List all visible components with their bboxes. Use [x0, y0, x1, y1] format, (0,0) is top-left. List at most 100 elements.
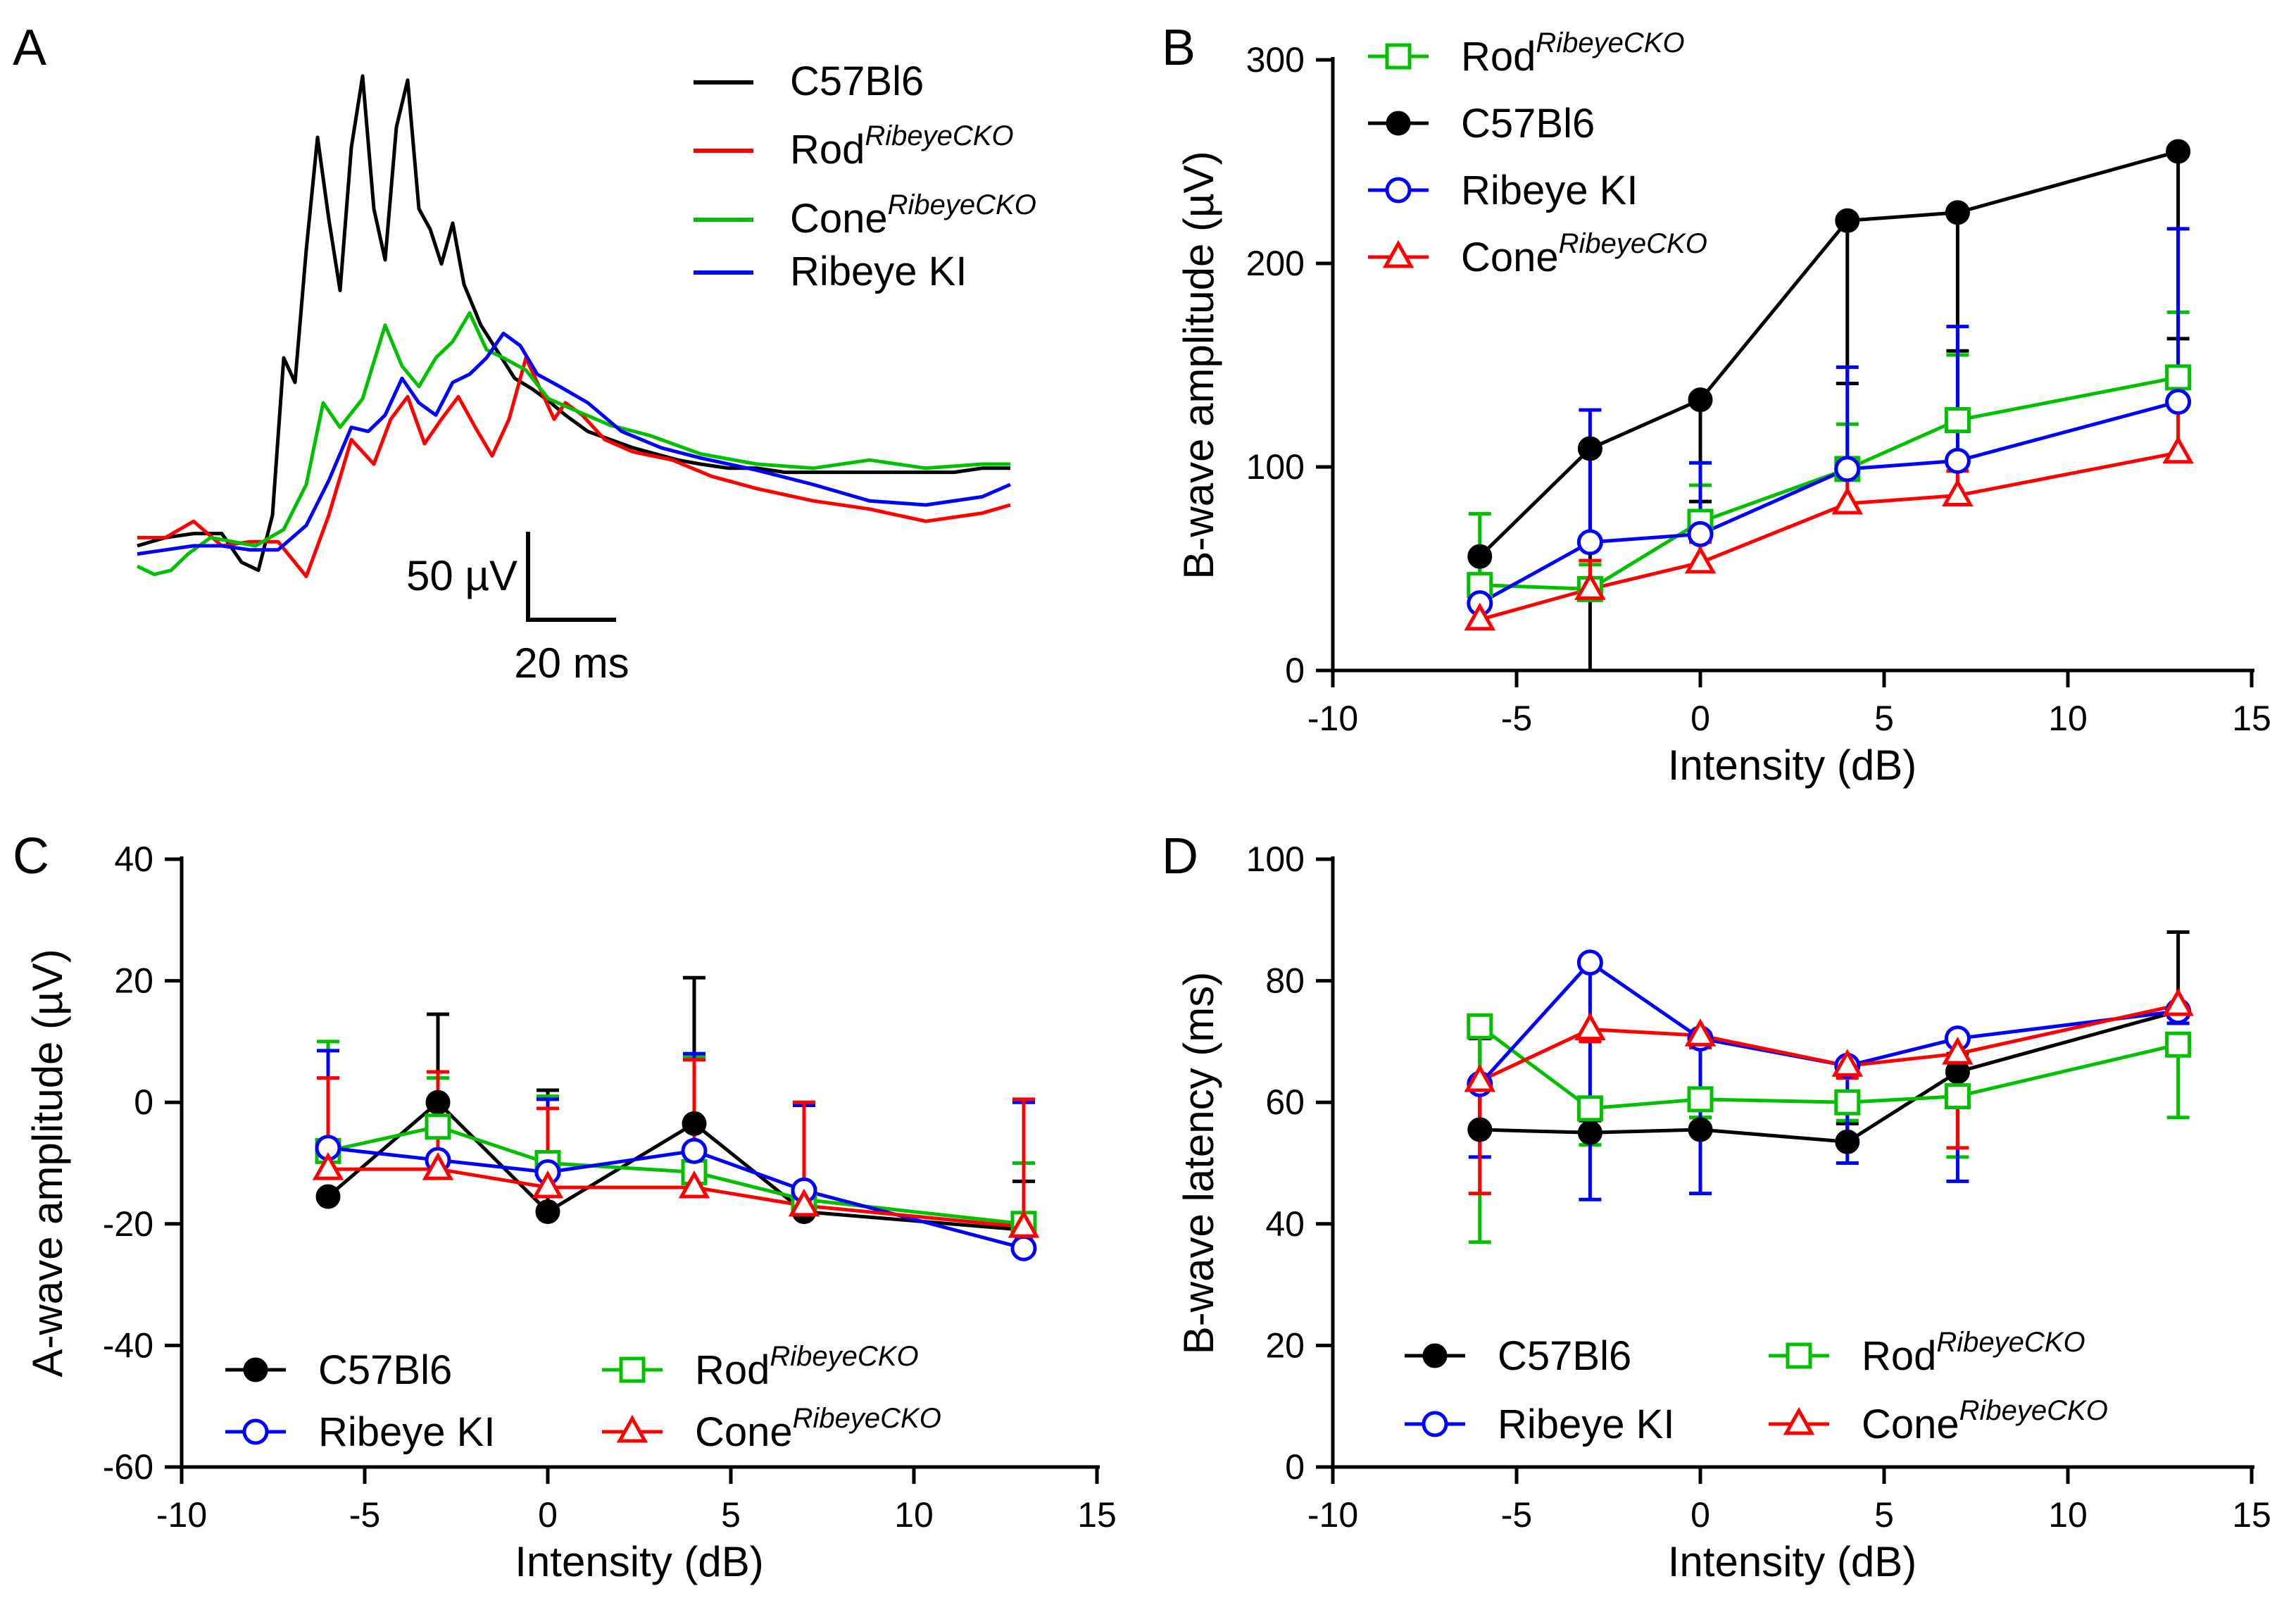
legend-label-rod: RodRibeyeCKO: [790, 120, 1014, 173]
legend-label-cone: ConeRibeyeCKO: [695, 1403, 941, 1455]
series-line-c57bl6: [1479, 1009, 2179, 1144]
data-point-c57bl6: [2166, 139, 2191, 164]
y-tick-label: 0: [1285, 1447, 1305, 1487]
series-line-c57bl6: [1479, 149, 2179, 558]
legend-label-ribeyeki: Ribeye KI: [1498, 1401, 1674, 1447]
legend-label-cone: ConeRibeyeCKO: [790, 189, 1036, 242]
data-point-ribeyeki: [1687, 520, 1714, 547]
trace-ribeye-ki: [137, 331, 1011, 556]
y-tick-label: 60: [1265, 1082, 1305, 1122]
data-point-cone: [678, 1170, 710, 1199]
data-point-cone: [1574, 572, 1606, 600]
data-point-ribeyeki: [681, 1137, 708, 1164]
data-point-c57bl6: [315, 1184, 341, 1209]
panel-a-scale-bar: 50 µV 20 ms: [406, 532, 629, 687]
legend-label-cone: ConeRibeyeCKO: [1461, 228, 1707, 280]
x-tick-label: -5: [1501, 1495, 1532, 1535]
legend-marker-cone: [1783, 1406, 1815, 1435]
data-point-cone: [1464, 602, 1496, 631]
x-axis-title: Intensity (dB): [1668, 1538, 1917, 1585]
y-axis-title: B-wave latency (ms): [1175, 972, 1222, 1354]
panel-a-legend: C57Bl6 RodRibeyeCKO ConeRibeyeCKO Ribeye KI: [694, 58, 1036, 294]
legend-label-ribeyeki: Ribeye KI: [1461, 168, 1638, 213]
y-tick-label: 40: [114, 839, 153, 879]
scale-bar-x-label: 20 ms: [514, 639, 629, 687]
legend-marker-ribeyeki: [242, 1418, 269, 1445]
data-point-cone: [1831, 486, 1864, 515]
x-tick-label: 10: [2048, 1495, 2088, 1535]
data-point-cone: [1684, 545, 1717, 574]
data-point-cone: [1684, 1018, 1717, 1047]
trace-c57bl6: [137, 74, 1010, 573]
series-line-ribeyeki: [1479, 400, 2179, 605]
legend-marker-cone: [1382, 239, 1414, 268]
legend-label-cone: ConeRibeyeCKO: [1862, 1395, 2108, 1447]
data-point-rod: [1944, 1083, 1971, 1110]
data-point-cone: [2162, 435, 2194, 464]
x-tick-label: -5: [1501, 699, 1532, 738]
data-point-cone: [1008, 1210, 1040, 1238]
panel-a-traces: [136, 74, 1011, 578]
data-point-ribeyeki: [1010, 1235, 1037, 1261]
legend-label-c57bl6: C57Bl6: [318, 1347, 452, 1393]
y-tick-label: -60: [103, 1447, 153, 1487]
y-tick-label: 40: [1265, 1204, 1305, 1244]
legend-marker-rod: [1385, 43, 1412, 70]
y-axis-title: B-wave amplitude (µV): [1175, 151, 1222, 579]
x-tick-label: 10: [2048, 699, 2088, 738]
data-point-c57bl6: [1467, 544, 1493, 569]
series-line-rod: [327, 1125, 1024, 1226]
data-point-cone: [1831, 1049, 1864, 1077]
data-point-c57bl6: [1688, 387, 1713, 413]
y-tick-label: 300: [1246, 40, 1305, 80]
legend-label-rod: RodRibeyeCKO: [1862, 1327, 2085, 1379]
data-point-cone: [312, 1152, 344, 1180]
data-point-c57bl6: [425, 1090, 451, 1115]
legend-marker-rod: [619, 1356, 646, 1383]
legend-label-rod: RodRibeyeCKO: [1461, 27, 1685, 80]
x-tick-label: 5: [1874, 1495, 1894, 1535]
data-point-rod: [2165, 364, 2192, 391]
y-tick-label: 100: [1246, 839, 1305, 879]
data-point-cone: [1942, 478, 1974, 506]
data-point-c57bl6: [1945, 200, 1970, 225]
x-tick-label: 15: [2232, 1495, 2271, 1535]
legend-label-rod: RodRibeyeCKO: [695, 1341, 919, 1393]
data-point-cone: [422, 1152, 454, 1180]
data-point-cone: [2162, 988, 2194, 1016]
legend-label-ribeye-ki: Ribeye KI: [790, 249, 967, 294]
x-tick-label: 0: [1690, 1495, 1710, 1535]
y-axis-title: A-wave amplitude (µV): [24, 949, 71, 1377]
y-tick-label: -40: [103, 1325, 153, 1365]
panel-letter-b: B: [1162, 20, 1196, 76]
data-point-ribeyeki: [1576, 529, 1603, 556]
legend-label-c57bl6: C57Bl6: [790, 58, 924, 104]
data-point-cone: [1942, 1037, 1974, 1065]
x-tick-label: -5: [349, 1495, 380, 1535]
series-line-cone: [328, 1167, 1024, 1229]
series-line-ribeyeki: [327, 1146, 1024, 1250]
legend-marker-c57bl6: [1386, 111, 1411, 136]
x-tick-label: -10: [156, 1495, 207, 1535]
y-tick-label: 20: [114, 961, 153, 1001]
x-tick-label: -10: [1307, 1495, 1358, 1535]
legend-marker-ribeyeki: [1385, 177, 1412, 204]
x-tick-label: 15: [1077, 1495, 1117, 1535]
y-tick-label: 20: [1265, 1325, 1305, 1365]
data-point-c57bl6: [1577, 1120, 1602, 1145]
data-point-cone: [532, 1170, 564, 1199]
data-point-rod: [1834, 1089, 1861, 1116]
x-tick-label: 0: [1690, 699, 1710, 738]
y-tick-label: 0: [1285, 651, 1305, 690]
data-point-c57bl6: [1467, 1117, 1493, 1142]
legend-label-c57bl6: C57Bl6: [1498, 1333, 1631, 1379]
series-line-cone: [1479, 1003, 2179, 1083]
panel-letter-a: A: [13, 20, 46, 76]
data-point-rod: [1944, 407, 1971, 434]
legend-label-c57bl6: C57Bl6: [1461, 101, 1595, 146]
data-point-rod: [1576, 1095, 1603, 1122]
panel-c-chart: -60 -40 -20 0 20 40 -10 -5 0 5 10 15 Intensity (dB) A…: [24, 839, 1117, 1585]
legend-marker-cone: [616, 1414, 648, 1443]
legend-marker-c57bl6: [1422, 1343, 1448, 1368]
